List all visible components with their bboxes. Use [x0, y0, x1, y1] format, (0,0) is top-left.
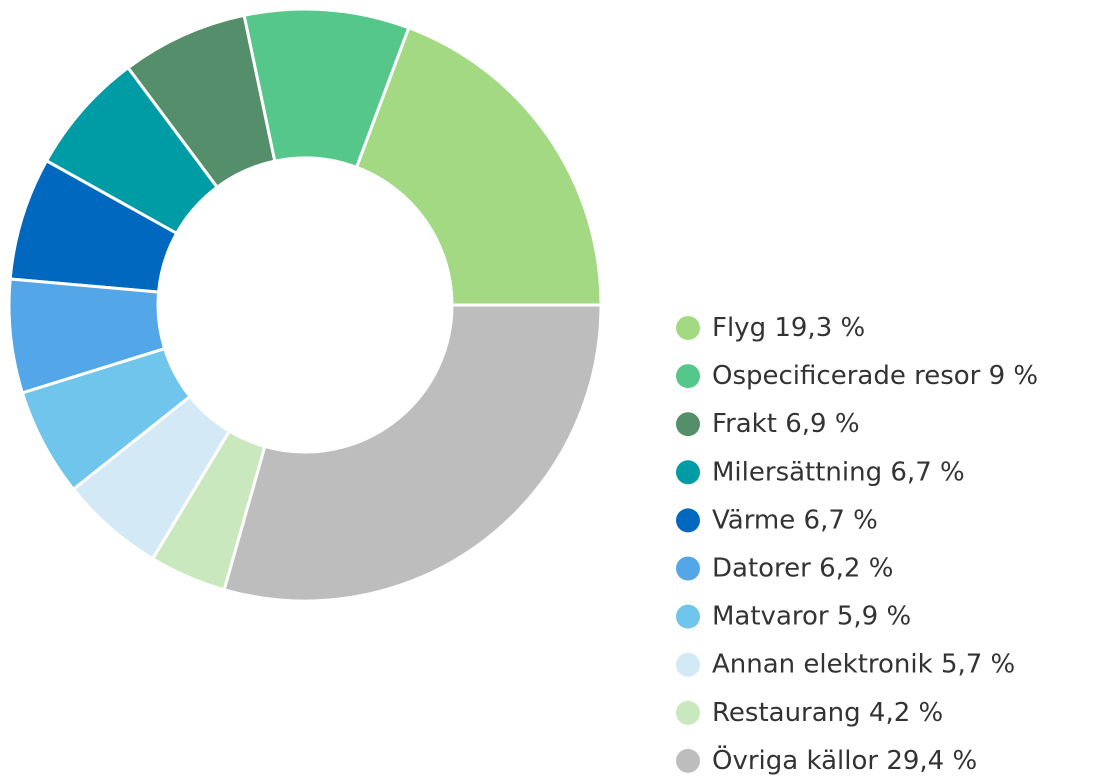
legend-marker [676, 364, 700, 389]
donut-segment [8, 159, 179, 294]
legend-label: Flyg 19,3 % [712, 313, 865, 343]
legend-value: 6,2 % [819, 553, 893, 583]
legend-value: 19,3 % [774, 313, 865, 343]
legend-marker [676, 412, 700, 437]
legend-label: Övriga källor 29,4 % [712, 743, 977, 775]
legend-category: Datorer [712, 553, 811, 583]
legend-label: Milersättning 6,7 % [712, 457, 965, 487]
legend-label: Datorer 6,2 % [712, 553, 893, 583]
legend-value: 6,9 % [785, 409, 859, 439]
legend-label: Restaurang 4,2 % [712, 697, 943, 727]
legend-category: Ospecificerade resor [712, 361, 981, 391]
legend-value: 5,9 % [837, 601, 911, 631]
legend-value: 4,2 % [869, 697, 943, 727]
donut-segment [355, 26, 603, 307]
donut-segment [126, 13, 277, 189]
legend-marker [676, 508, 700, 533]
donut-segment [242, 7, 411, 169]
legend-label: Värme 6,7 % [712, 505, 878, 535]
donut-segment [222, 303, 603, 603]
legend-category: Matvaror [712, 601, 829, 631]
legend-marker [676, 748, 700, 773]
legend-category: Frakt [712, 409, 777, 439]
legend-category: Restaurang [712, 697, 861, 727]
legend-label: Ospecificerade resor 9 % [712, 361, 1038, 391]
legend-value: 29,4 % [886, 745, 977, 775]
legend-marker [676, 316, 700, 340]
donut-segment [71, 395, 231, 561]
legend-marker [676, 460, 700, 485]
donut-segment [45, 66, 219, 235]
legend-label: Frakt 6,9 % [712, 409, 860, 439]
legend-value: 6,7 % [804, 505, 878, 535]
legend-category: Övriga källor [712, 743, 878, 775]
legend-marker [676, 604, 700, 629]
legend-marker [676, 700, 700, 725]
legend-label: Annan elektronik 5,7 % [712, 649, 1015, 679]
donut-segment [7, 277, 167, 395]
legend-value: 5,7 % [941, 649, 1015, 679]
legend-category: Flyg [712, 313, 766, 343]
legend-label: Matvaror 5,9 % [712, 601, 911, 631]
legend-category: Milersättning [712, 457, 882, 487]
legend-marker [676, 652, 700, 677]
legend-category: Annan elektronik [712, 649, 933, 679]
legend-value: 6,7 % [890, 457, 964, 487]
legend-marker [676, 556, 700, 581]
legend-category: Värme [712, 505, 795, 535]
legend-value: 9 % [989, 361, 1039, 391]
donut-segment [151, 429, 267, 592]
donut-segment [20, 347, 192, 491]
